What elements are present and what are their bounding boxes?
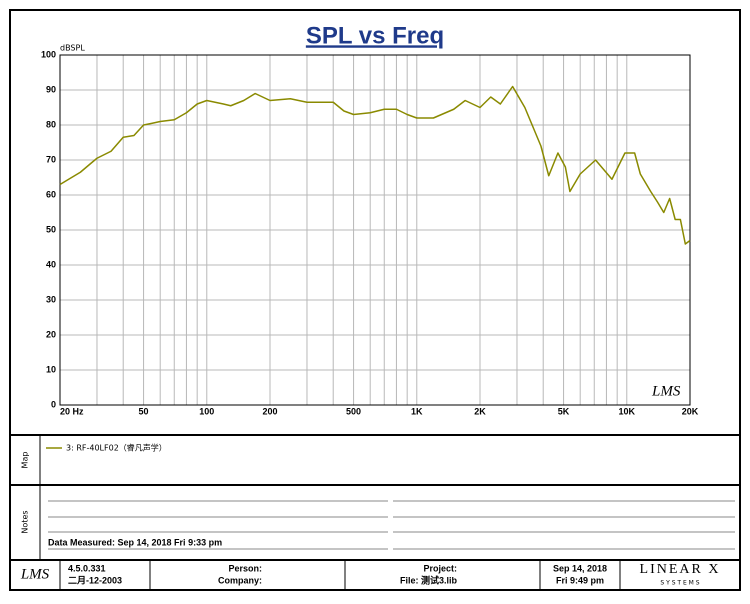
version: 4.5.0.331 xyxy=(68,563,106,573)
company: Company: xyxy=(218,575,262,585)
x-tick-label: 20K xyxy=(682,406,699,416)
outer-frame xyxy=(9,9,741,591)
y-tick-label: 90 xyxy=(46,84,56,94)
x-tick-label: 100 xyxy=(199,406,214,416)
plot: 20 Hz 50 100 200 500 1K 2K 5K 10K 20K 0 10 20 30 40 50 6… xyxy=(41,49,699,416)
measured-date: Data Measured: Sep 14, 2018 Fri 9:33 pm xyxy=(48,537,222,547)
file: File: 测试3.lib xyxy=(400,574,458,585)
footer-logo: LMS xyxy=(20,566,50,582)
note-lines xyxy=(48,500,735,550)
y-tick-label: 60 xyxy=(46,189,56,199)
print-date: Sep 14, 2018 xyxy=(553,563,607,573)
y-tick-label: 0 xyxy=(51,399,56,409)
x-tick-label: 10K xyxy=(619,406,636,416)
panel-label: Notes xyxy=(21,510,30,533)
y-tick-label: 30 xyxy=(46,294,56,304)
x-tick-label: 5K xyxy=(558,406,570,416)
y-axis-label: dBSPL xyxy=(60,44,85,53)
project: Project: xyxy=(423,563,457,573)
legend-entry: 3: RF-40LF02（睿凡声学） xyxy=(66,443,167,453)
brand: LINEAR X xyxy=(640,562,721,577)
plot-frame xyxy=(59,54,691,406)
print-time: Fri 9:49 pm xyxy=(556,575,604,585)
brand-sub: S Y S T E M S xyxy=(660,580,699,587)
x-tick-label: 200 xyxy=(262,406,277,416)
footer-dividers xyxy=(59,560,621,590)
data-line xyxy=(59,85,691,245)
x-tick-label: 50 xyxy=(139,406,149,416)
x-tick-label: 2K xyxy=(474,406,486,416)
x-tick-label: 20 Hz xyxy=(60,406,84,416)
x-tick-label: 500 xyxy=(346,406,361,416)
y-tick-label: 40 xyxy=(46,259,56,269)
chart-title: SPL vs Freq xyxy=(306,22,444,49)
watermark: LMS xyxy=(651,383,681,399)
x-tick-label: 1K xyxy=(411,406,423,416)
person: Person: xyxy=(228,563,262,573)
build-date: 二月-12-2003 xyxy=(68,575,122,585)
y-tick-label: 50 xyxy=(46,224,56,234)
y-tick-label: 70 xyxy=(46,154,56,164)
panel-label: Map xyxy=(21,452,30,469)
y-tick-label: 100 xyxy=(41,49,56,59)
y-tick-label: 10 xyxy=(46,364,56,374)
y-tick-label: 80 xyxy=(46,119,56,129)
y-tick-label: 20 xyxy=(46,329,56,339)
